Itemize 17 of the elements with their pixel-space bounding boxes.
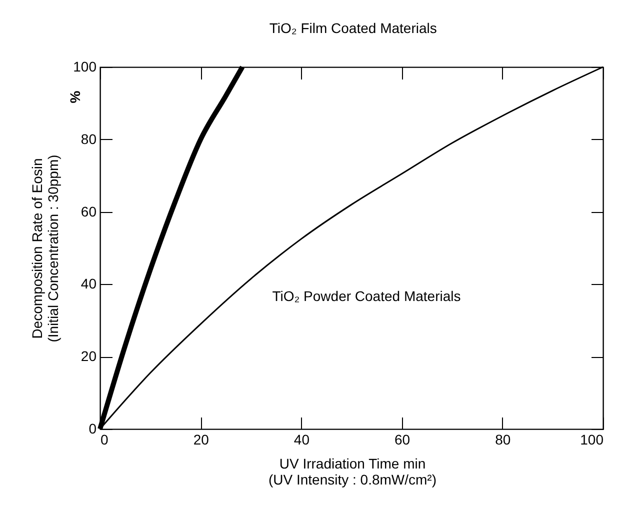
y-tick-label: 80: [80, 130, 97, 147]
x-tick-label: 40: [294, 432, 310, 448]
y-tick-label: 60: [80, 203, 97, 220]
y-tick-label: 0: [88, 420, 97, 436]
x-tick-label: 80: [495, 432, 511, 448]
y-tick-label: 40: [80, 276, 97, 292]
y-tick-label: 100: [73, 58, 97, 74]
x-tick-label: 60: [394, 432, 410, 448]
x-tick-label: 100: [580, 432, 604, 448]
x-tick-label: 20: [193, 432, 210, 448]
y-tick-label: 20: [80, 348, 97, 364]
text: %: [67, 90, 83, 104]
x-tick-label: 0: [100, 432, 108, 448]
text: TiO₂ Film Coated Materials: [269, 20, 437, 36]
x-axis-title: UV Irradiation Time min (UV Intensity : 0.8mW/cm²): [268, 456, 437, 488]
y-axis-title: Decomposition Rate of Eosin (Initial Concentration : 30ppm): [29, 154, 62, 342]
series-label: TiO₂ Powder Coated Materials: [272, 288, 461, 304]
